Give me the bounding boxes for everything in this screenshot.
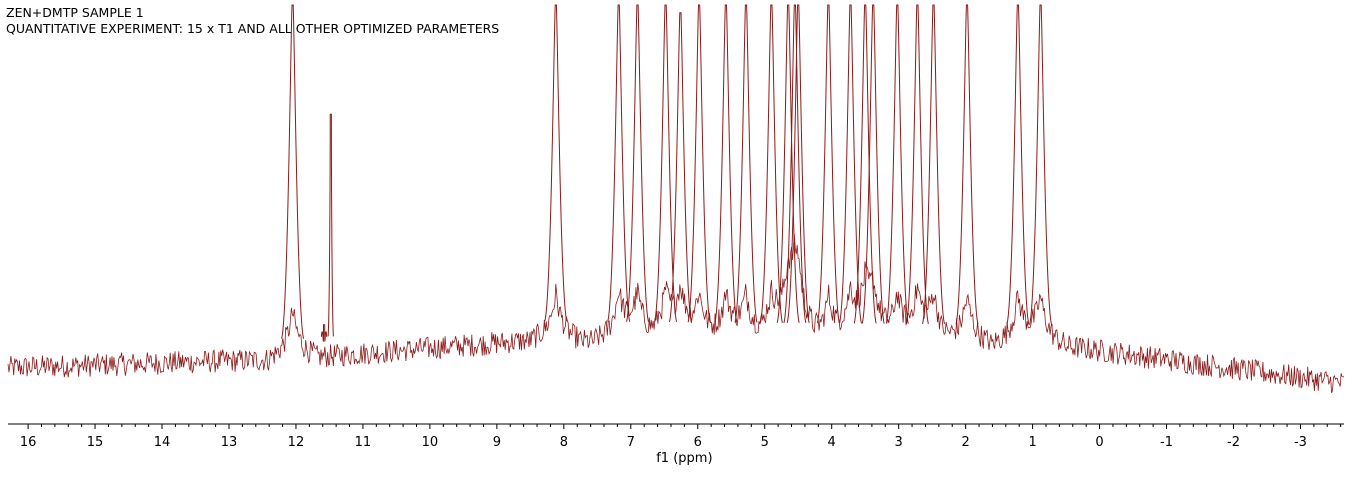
x-tick-label: 4	[828, 435, 836, 450]
peak-1	[327, 113, 334, 337]
x-tick-label: 5	[761, 435, 769, 450]
x-tick-label: -1	[1160, 435, 1173, 450]
x-tick-label: -2	[1227, 435, 1240, 450]
peak-0	[281, 4, 305, 339]
peak-11	[759, 4, 783, 323]
peak-20	[905, 4, 929, 324]
x-tick-label: 0	[1095, 435, 1103, 450]
x-tick-label: 13	[221, 435, 238, 450]
x-tick-label: 15	[87, 435, 104, 450]
x-tick-label: 3	[895, 435, 903, 450]
x-axis-title: f1 (ppm)	[656, 451, 712, 466]
x-axis: 16 15 14 13 12 11 10 9 8 7 6 5 4 3 2 1 0 -1 -2 -3 f1 (ppm)	[8, 423, 1344, 466]
peak-19	[885, 4, 909, 324]
x-axis-ticks: 16 15 14 13 12 11 10 9 8 7 6 5 4 3 2 1 0 -1 -2 -3	[20, 424, 1342, 450]
x-tick-label: 6	[694, 435, 702, 450]
peak-5	[626, 4, 649, 322]
peak-8	[687, 4, 711, 323]
peak-13	[783, 4, 807, 324]
peak-15	[816, 4, 840, 324]
peak-2	[320, 324, 328, 342]
x-tick-label: 1	[1028, 435, 1036, 450]
peak-23	[1006, 4, 1030, 325]
spectrum-trace	[7, 234, 1345, 394]
experiment-description: QUANTITATIVE EXPERIMENT: 15 x T1 AND ALL…	[6, 21, 500, 36]
peak-7	[668, 12, 692, 323]
peak-10	[734, 4, 758, 323]
x-tick-label: 2	[961, 435, 969, 450]
peak-16	[839, 4, 862, 324]
x-tick-label: 11	[355, 435, 372, 450]
sample-title: ZEN+DMTP SAMPLE 1	[6, 5, 144, 20]
x-tick-label: 8	[560, 435, 568, 450]
x-tick-label: 12	[288, 435, 305, 450]
peak-9	[714, 4, 738, 323]
peak-21	[922, 4, 945, 325]
peak-4	[607, 4, 631, 322]
peak-17	[853, 4, 877, 324]
peak-14	[786, 4, 810, 324]
x-tick-label: -3	[1294, 435, 1307, 450]
plot-area	[7, 4, 1345, 394]
peak-6	[654, 4, 678, 323]
spectrum-header: ZEN+DMTP SAMPLE 1 QUANTITATIVE EXPERIMEN…	[6, 5, 499, 37]
peak-24	[1029, 4, 1053, 325]
x-tick-label: 7	[627, 435, 635, 450]
peak-3	[544, 4, 568, 322]
x-tick-label: 9	[493, 435, 501, 450]
peak-18	[861, 4, 885, 324]
peak-22	[955, 4, 979, 325]
peak-12	[776, 4, 800, 323]
x-tick-label: 16	[20, 435, 37, 450]
x-tick-label: 10	[422, 435, 439, 450]
x-tick-label: 14	[154, 435, 171, 450]
